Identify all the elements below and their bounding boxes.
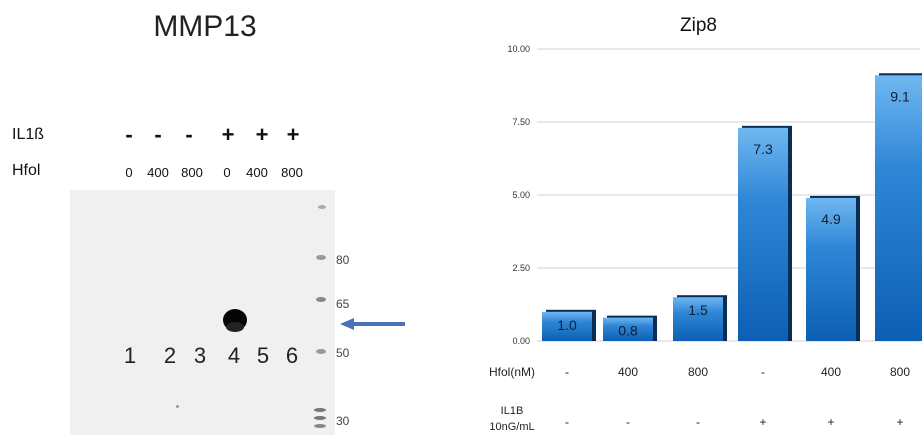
hfol-lane-6: 800: [281, 165, 303, 180]
bar-value-label: 9.1: [890, 88, 910, 104]
marker-label-65: 65: [336, 297, 350, 311]
chart-title: Zip8: [680, 15, 717, 36]
marker-label-80: 80: [336, 253, 350, 267]
blot-title: MMP13: [153, 10, 257, 43]
blot-image: 1 2 3 4 5 6: [70, 190, 335, 435]
row2-cell: +: [827, 415, 834, 429]
row2-cell: +: [896, 415, 903, 429]
lane-number-6: 6: [285, 343, 299, 368]
lane-number-5: 5: [256, 343, 270, 368]
ladder-mark-80: [316, 255, 326, 260]
arrow-left-icon: [340, 318, 405, 330]
hfol-row-label: Hfol: [12, 162, 41, 179]
blot-panel: MMP13 IL1ß Hfol - - - + + + 0 400 800 0 …: [0, 0, 440, 440]
lane-number-4: 4: [227, 343, 241, 368]
bar-value-label: 0.8: [618, 323, 638, 339]
bar-value-label: 7.3: [753, 141, 773, 157]
il1b-lane-4: +: [221, 122, 235, 147]
row2-cell: +: [759, 415, 766, 429]
row1-cell: 400: [821, 365, 841, 379]
il1b-lane-1: -: [125, 122, 133, 147]
bar-value-label: 4.9: [821, 211, 841, 227]
row1-cell: 800: [688, 365, 708, 379]
bar: [673, 297, 723, 341]
il1b-lane-5: +: [255, 122, 269, 147]
bar-value-label: 1.5: [688, 302, 708, 318]
lane-number-1: 1: [123, 343, 137, 368]
bar-value-label: 1.0: [557, 317, 577, 333]
y-tick-label: 0.00: [512, 336, 530, 346]
y-tick-label: 2.50: [512, 263, 530, 273]
y-tick-label: 10.00: [507, 44, 530, 54]
y-tick-label: 7.50: [512, 117, 530, 127]
row1-cell: -: [565, 365, 569, 379]
bar-chart: 10.00 7.50 5.00 2.50 0.00 1.0 0.8 1.5 7.3 4.9 9.1 H…: [489, 44, 922, 433]
bar: [603, 317, 653, 341]
il1b-lane-6: +: [286, 122, 300, 147]
row1-cell: -: [761, 365, 765, 379]
ladder-mark-top: [318, 205, 326, 209]
row1-label: Hfol(nM): [489, 365, 535, 379]
ladder-mark-50: [316, 349, 326, 354]
row2-cell: -: [626, 415, 630, 429]
bar: [738, 127, 788, 341]
chart-panel: Zip8 10.00 7.50 5.00 2.50 0.00 1.0 0.8 1.5 7.3 4.…: [450, 0, 922, 440]
hfol-lane-3: 800: [181, 165, 203, 180]
marker-label-50: 50: [336, 346, 350, 360]
lane-number-2: 2: [163, 343, 177, 368]
row2-cell: -: [565, 415, 569, 429]
hfol-lane-5: 400: [246, 165, 268, 180]
row2-label-line1: IL1B: [501, 405, 524, 417]
bar: [542, 311, 592, 341]
il1b-lane-3: -: [185, 122, 193, 147]
bar: [806, 197, 856, 341]
hfol-lane-2: 400: [147, 165, 169, 180]
row1-cell: 800: [890, 365, 910, 379]
marker-label-30: 30: [336, 414, 350, 428]
ladder-mark-65: [316, 297, 326, 302]
ladder-mark-30b: [314, 416, 326, 420]
y-tick-label: 5.00: [512, 190, 530, 200]
bar: [875, 75, 922, 341]
band-lane-4-lower: [226, 322, 244, 332]
ladder-mark-30a: [314, 408, 326, 412]
row2-label-line2: 10nG/mL: [489, 421, 534, 433]
blot-speck: [176, 405, 179, 408]
row1-cell: 400: [618, 365, 638, 379]
lane-number-3: 3: [193, 343, 207, 368]
hfol-lane-4: 0: [223, 165, 231, 180]
il1b-lane-2: -: [154, 122, 162, 147]
il1b-row-label: IL1ß: [12, 126, 45, 143]
hfol-lane-1: 0: [125, 165, 133, 180]
row2-cell: -: [696, 415, 700, 429]
ladder-mark-30c: [314, 424, 326, 428]
